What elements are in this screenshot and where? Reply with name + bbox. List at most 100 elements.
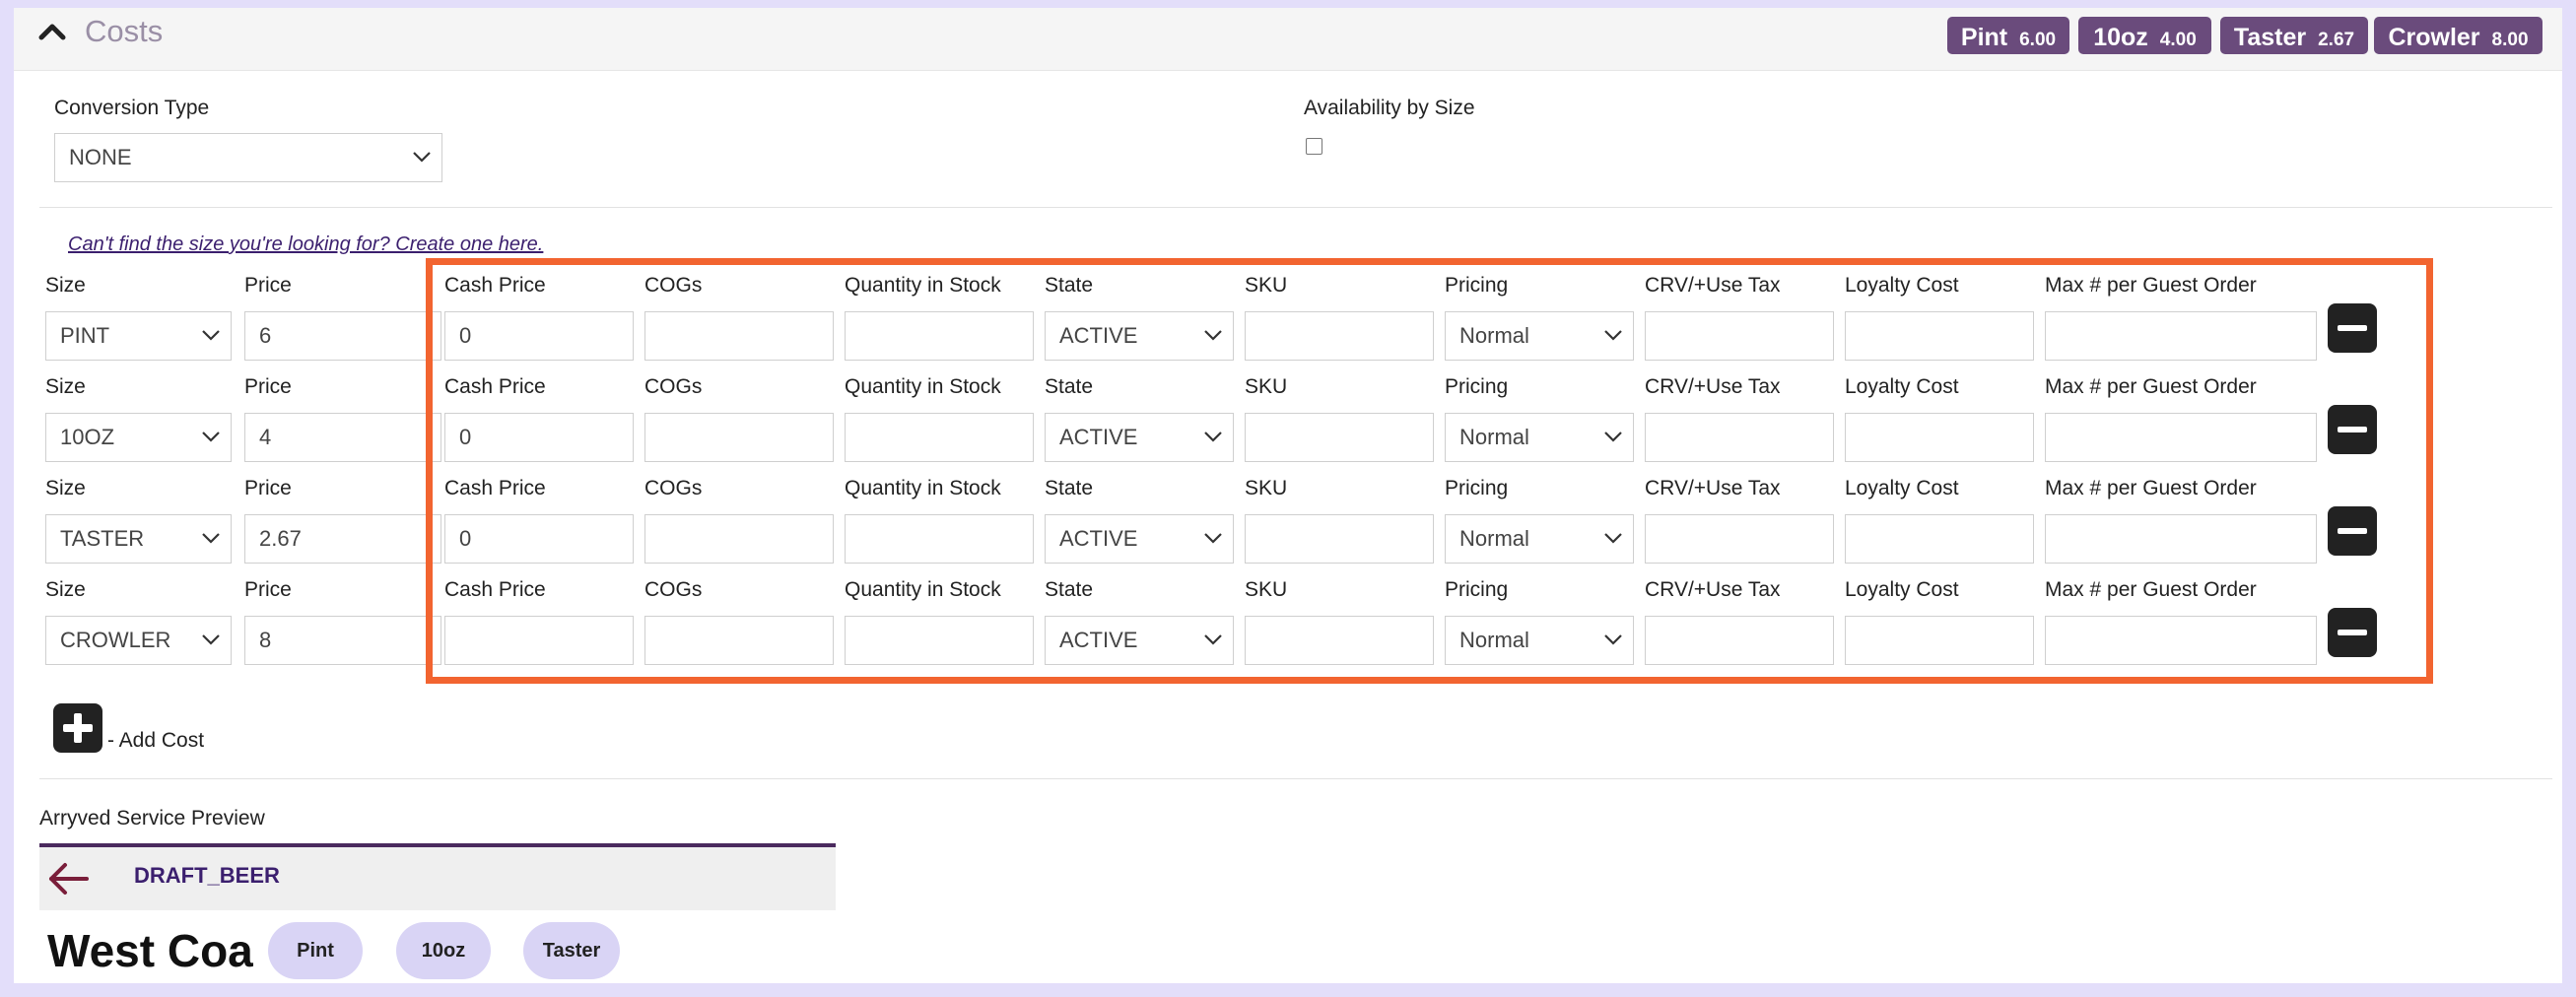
sku-input[interactable] (1245, 616, 1434, 665)
loyalty-cost-input[interactable] (1845, 311, 2034, 361)
state-select[interactable]: ACTIVE (1045, 311, 1234, 361)
price-label: Price (244, 274, 292, 297)
state-select[interactable]: ACTIVE (1045, 413, 1234, 462)
cogs-input[interactable] (644, 311, 834, 361)
cash-price-value: 0 (459, 323, 472, 348)
conversion-type-label: Conversion Type (54, 97, 210, 119)
size-value: CROWLER (60, 628, 171, 652)
size-label: Size (45, 375, 86, 398)
pricing-label: Pricing (1445, 578, 1509, 601)
add-cost-label: - Add Cost (107, 729, 205, 752)
section-title: Costs (85, 14, 164, 48)
state-select[interactable]: ACTIVE (1045, 514, 1234, 564)
preview-size-pill[interactable]: Pint (268, 922, 363, 979)
quantity-in-stock-label: Quantity in Stock (845, 375, 1001, 398)
price-input[interactable]: 2.67 (244, 514, 441, 564)
crv-use-tax-label: CRV/+Use Tax (1645, 375, 1781, 398)
divider (39, 778, 2552, 779)
loyalty-cost-label: Loyalty Cost (1845, 578, 1959, 601)
quantity-in-stock-input[interactable] (845, 616, 1034, 665)
availability-label: Availability by Size (1304, 97, 1475, 119)
minus-icon (2338, 630, 2367, 635)
price-value: 2.67 (259, 526, 302, 551)
chevron-up-icon[interactable] (35, 16, 69, 49)
sku-input[interactable] (1245, 311, 1434, 361)
size-label: Size (45, 578, 86, 601)
sku-input[interactable] (1245, 413, 1434, 462)
loyalty-cost-input[interactable] (1845, 616, 2034, 665)
pricing-select[interactable]: Normal (1445, 311, 1634, 361)
price-label: Price (244, 578, 292, 601)
price-value: 4 (259, 425, 272, 449)
availability-checkbox[interactable] (1306, 138, 1322, 155)
loyalty-cost-label: Loyalty Cost (1845, 274, 1959, 297)
chevron-down-icon (1204, 533, 1222, 544)
create-size-link[interactable]: Can't find the size you're looking for? … (68, 233, 544, 255)
preview-size-pill[interactable]: 10oz (396, 922, 491, 979)
sku-input[interactable] (1245, 514, 1434, 564)
cogs-input[interactable] (644, 514, 834, 564)
minus-icon (2338, 528, 2367, 534)
crv-use-tax-input[interactable] (1645, 311, 1834, 361)
cogs-input[interactable] (644, 616, 834, 665)
crv-use-tax-input[interactable] (1645, 514, 1834, 564)
pricing-label: Pricing (1445, 477, 1509, 499)
pricing-select[interactable]: Normal (1445, 616, 1634, 665)
quantity-in-stock-input[interactable] (845, 311, 1034, 361)
cash-price-value: 0 (459, 425, 472, 449)
conversion-type-select[interactable]: NONE (54, 133, 442, 182)
max-per-guest-order-input[interactable] (2045, 616, 2317, 665)
loyalty-cost-label: Loyalty Cost (1845, 375, 1959, 398)
state-value: ACTIVE (1059, 425, 1138, 449)
add-cost-button[interactable] (53, 703, 102, 753)
chevron-down-icon (1204, 330, 1222, 341)
remove-cost-button[interactable] (2328, 303, 2377, 353)
quantity-in-stock-input[interactable] (845, 514, 1034, 564)
price-label: Price (244, 375, 292, 398)
max-per-guest-order-input[interactable] (2045, 514, 2317, 564)
cogs-input[interactable] (644, 413, 834, 462)
badge-name: Taster (2233, 24, 2307, 51)
back-arrow-icon[interactable] (47, 861, 91, 897)
cash-price-input[interactable]: 0 (444, 514, 634, 564)
price-input[interactable]: 8 (244, 616, 441, 665)
pricing-select[interactable]: Normal (1445, 413, 1634, 462)
quantity-in-stock-input[interactable] (845, 413, 1034, 462)
price-input[interactable]: 6 (244, 311, 441, 361)
price-input[interactable]: 4 (244, 413, 441, 462)
state-select[interactable]: ACTIVE (1045, 616, 1234, 665)
max-per-guest-order-label: Max # per Guest Order (2045, 274, 2257, 297)
crv-use-tax-input[interactable] (1645, 413, 1834, 462)
state-label: State (1045, 578, 1094, 601)
badge-value: 6.00 (2019, 30, 2057, 50)
max-per-guest-order-input[interactable] (2045, 311, 2317, 361)
max-per-guest-order-label: Max # per Guest Order (2045, 375, 2257, 398)
cash-price-input[interactable]: 0 (444, 311, 634, 361)
size-select[interactable]: TASTER (45, 514, 232, 564)
size-value: PINT (60, 323, 110, 348)
loyalty-cost-input[interactable] (1845, 514, 2034, 564)
pricing-value: Normal (1459, 323, 1529, 348)
cash-price-input[interactable]: 0 (444, 413, 634, 462)
remove-cost-button[interactable] (2328, 405, 2377, 454)
size-select[interactable]: PINT (45, 311, 232, 361)
size-select[interactable]: CROWLER (45, 616, 232, 665)
size-badge-crowler: Crowler 8.00 (2374, 17, 2542, 54)
remove-cost-button[interactable] (2328, 608, 2377, 657)
minus-icon (2338, 427, 2367, 432)
size-label: Size (45, 274, 86, 297)
pricing-select[interactable]: Normal (1445, 514, 1634, 564)
pricing-value: Normal (1459, 526, 1529, 551)
sku-label: SKU (1245, 375, 1288, 398)
size-value: TASTER (60, 526, 145, 551)
sku-label: SKU (1245, 274, 1288, 297)
size-select[interactable]: 10OZ (45, 413, 232, 462)
costs-header[interactable]: Costs Pint 6.00 10oz 4.00 Taster 2.67 Cr… (14, 8, 2562, 71)
sku-label: SKU (1245, 578, 1288, 601)
crv-use-tax-input[interactable] (1645, 616, 1834, 665)
max-per-guest-order-input[interactable] (2045, 413, 2317, 462)
cash-price-input[interactable] (444, 616, 634, 665)
preview-size-pill[interactable]: Taster (523, 922, 620, 979)
remove-cost-button[interactable] (2328, 506, 2377, 556)
loyalty-cost-input[interactable] (1845, 413, 2034, 462)
